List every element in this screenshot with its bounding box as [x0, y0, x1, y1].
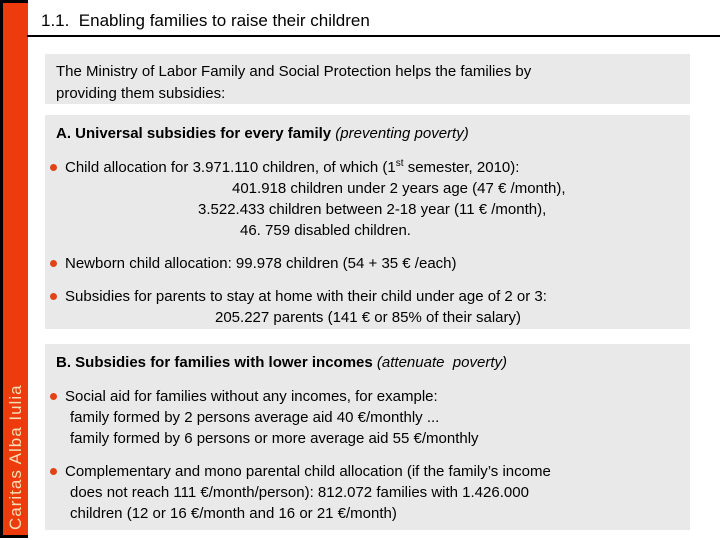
- section-b-box: B. Subsidies for families with lower inc…: [45, 344, 690, 530]
- social-aid-example-6-persons: family formed by 6 persons or more avera…: [70, 430, 479, 447]
- bullet-social-aid-text: Social aid for families without any inco…: [65, 388, 438, 405]
- bullet-dot-icon: [50, 260, 57, 267]
- title-divider: [27, 35, 720, 37]
- child-allocation-detail-under2: 401.918 children under 2 years age (47 €…: [232, 180, 566, 197]
- bullet-dot-icon: [50, 468, 57, 475]
- section-b-heading-note: (attenuate poverty): [376, 354, 507, 371]
- bullet-newborn-allocation-text: Newborn child allocation: 99.978 childre…: [65, 255, 457, 272]
- section-a-heading-main: A. Universal subsidies for every family: [56, 125, 336, 142]
- bullet-newborn-allocation: Newborn child allocation: 99.978 childre…: [50, 253, 690, 274]
- section-a-box: A. Universal subsidies for every family …: [45, 115, 690, 329]
- complementary-allocation-detail-2: children (12 or 16 €/month and 16 or 21 …: [70, 505, 397, 522]
- bullet-dot-icon: [50, 164, 57, 171]
- bullet-dot-icon: [50, 393, 57, 400]
- bullet-dot-icon: [50, 293, 57, 300]
- bullet-social-aid: Social aid for families without any inco…: [50, 386, 690, 407]
- sidebar-logo-text: Caritas Alba Iulia: [6, 384, 25, 530]
- bullet-complementary-allocation-text: Complementary and mono parental child al…: [65, 463, 551, 480]
- section-a-heading-note: (preventing poverty): [335, 125, 469, 142]
- complementary-allocation-detail-1: does not reach 111 €/month/person): 812.…: [70, 484, 529, 501]
- bullet-stay-home-subsidy-text: Subsidies for parents to stay at home wi…: [65, 288, 547, 305]
- child-allocation-detail-disabled: 46. 759 disabled children.: [240, 222, 411, 239]
- section-b-heading-main: B. Subsidies for families with lower inc…: [56, 354, 377, 371]
- bullet-child-allocation-text: Child allocation for 3.971.110 children,…: [65, 158, 520, 177]
- stay-home-subsidy-detail: 205.227 parents (141 € or 85% of their s…: [215, 309, 522, 326]
- intro-box: The Ministry of Labor Family and Social …: [45, 54, 690, 104]
- bullet-child-allocation: Child allocation for 3.971.110 children,…: [50, 157, 690, 178]
- section-a-heading: A. Universal subsidies for every family …: [56, 123, 690, 145]
- child-allocation-detail-2-18: 3.522.433 children between 2-18 year (11…: [198, 201, 547, 218]
- section-b-heading: B. Subsidies for families with lower inc…: [56, 352, 690, 374]
- bullet-stay-home-subsidy: Subsidies for parents to stay at home wi…: [50, 286, 690, 307]
- intro-line-2: providing them subsidies:: [56, 85, 226, 102]
- bullet-complementary-allocation: Complementary and mono parental child al…: [50, 461, 690, 482]
- slide-title: 1.1. Enabling families to raise their ch…: [41, 11, 370, 30]
- intro-line-1: The Ministry of Labor Family and Social …: [56, 63, 532, 80]
- social-aid-example-2-persons: family formed by 2 persons average aid 4…: [70, 409, 440, 426]
- caritas-sidebar-strip: Caritas Alba Iulia: [0, 0, 28, 538]
